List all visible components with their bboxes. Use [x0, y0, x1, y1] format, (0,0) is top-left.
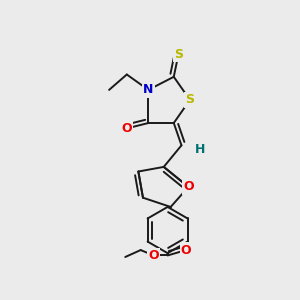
Text: O: O [181, 244, 191, 256]
Text: O: O [122, 122, 132, 135]
Text: O: O [183, 180, 194, 194]
Text: H: H [195, 143, 205, 157]
Text: S: S [174, 48, 183, 61]
Text: O: O [148, 249, 159, 262]
Text: N: N [143, 83, 154, 96]
Text: S: S [185, 93, 194, 106]
